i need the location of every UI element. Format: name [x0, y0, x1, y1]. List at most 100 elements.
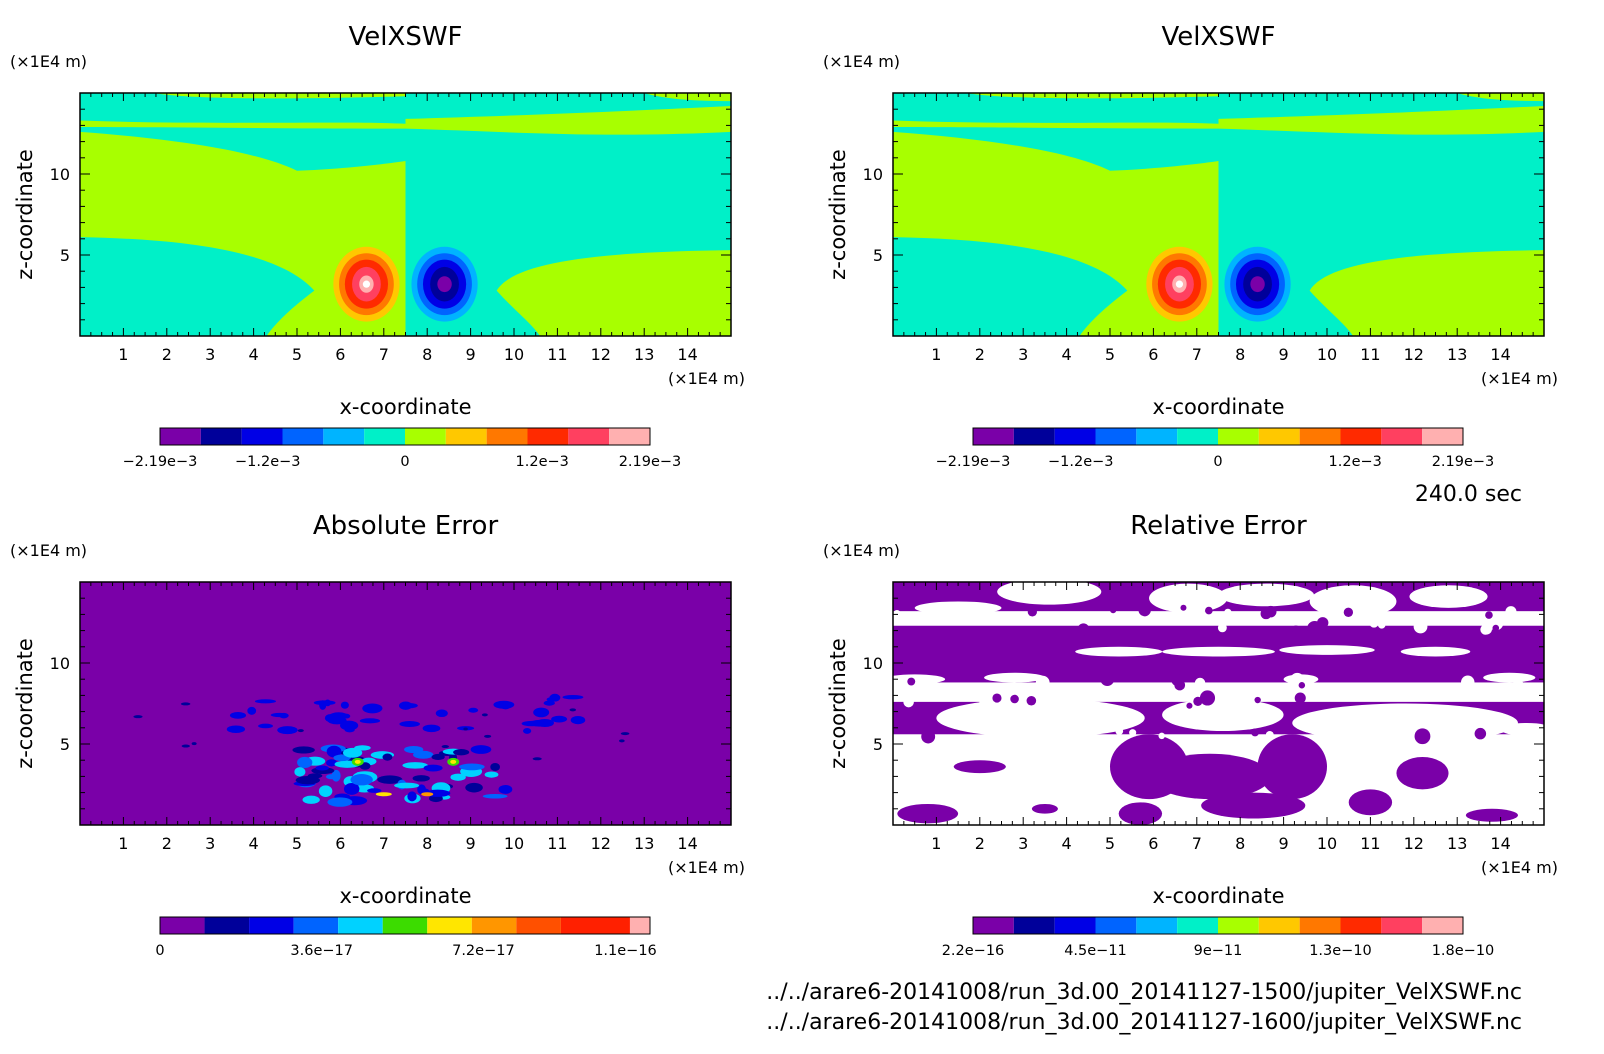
error-blob	[326, 745, 342, 758]
error-blob	[569, 708, 577, 712]
colorbar-swatch	[1095, 917, 1137, 934]
relative-error-edge	[1027, 607, 1037, 617]
relative-error-edge	[1062, 731, 1072, 741]
file-path-1: ../../arare6-20141008/run_3d.00_20141127…	[766, 980, 1522, 1005]
error-blob	[484, 734, 492, 738]
colorbar-swatch	[1054, 428, 1096, 445]
x-tick-label: 6	[335, 345, 345, 364]
x-axis-label: x-coordinate	[339, 395, 471, 419]
negative-vortex-contour	[1250, 276, 1265, 293]
relative-error-edge	[1129, 729, 1137, 737]
relative-error-edge	[1110, 607, 1117, 614]
y-tick-label: 5	[60, 246, 70, 265]
colorbar-swatch	[1218, 428, 1259, 445]
colorbar-swatch	[560, 917, 630, 934]
x-tick-label: 4	[249, 834, 259, 853]
colorbar-swatch	[973, 917, 1014, 934]
error-blob	[294, 767, 306, 777]
error-blob	[343, 783, 360, 795]
colorbar-tick-label: 1.1e−16	[594, 943, 657, 959]
relative-error-edge	[1485, 611, 1493, 619]
colorbar-swatch	[486, 428, 528, 445]
colorbar-swatch	[241, 428, 283, 445]
colorbar-tick-label: −2.19e−3	[936, 454, 1011, 470]
relative-error-edge	[1264, 605, 1277, 618]
error-blob	[342, 747, 363, 758]
relative-error-edge	[1194, 677, 1206, 689]
x-tick-label: 3	[1018, 834, 1028, 853]
colorbar-swatch	[338, 917, 383, 934]
error-blob	[532, 757, 542, 761]
error-blob	[459, 763, 485, 771]
colorbar: −2.19e−3 −1.2e−3 0 1.2e−3 2.19e−3	[936, 427, 1495, 470]
x-tick-label: 7	[379, 345, 389, 364]
x-tick-label: 2	[975, 345, 985, 364]
relative-error-edge	[918, 676, 929, 687]
relative-error-gap	[1162, 646, 1275, 657]
colorbar-tick-label: 9e−11	[1194, 943, 1243, 959]
error-blob	[465, 782, 483, 793]
colorbar-swatch	[1258, 917, 1300, 934]
error-blob	[362, 703, 383, 714]
contour-band	[80, 127, 406, 171]
contour-band	[405, 105, 731, 135]
y-axis-label: z-coordinate	[826, 149, 850, 280]
error-blob	[463, 727, 468, 731]
colorbar-tick-label: −2.19e−3	[123, 454, 198, 470]
colorbar-tick-label: 0	[155, 943, 164, 959]
contour-field	[893, 582, 1544, 825]
x-tick-label: 2	[975, 834, 985, 853]
colorbar-tick-label: 2.19e−3	[1432, 454, 1495, 470]
relative-error-edge	[1100, 672, 1115, 687]
x-tick-label: 8	[1235, 345, 1245, 364]
colorbar-swatch	[160, 917, 205, 934]
colorbar-swatch	[1299, 428, 1341, 445]
error-blob	[423, 764, 443, 772]
contour-field	[80, 582, 731, 825]
x-tick-label: 4	[249, 345, 259, 364]
error-blob	[302, 795, 320, 804]
x-tick-label: 7	[1192, 345, 1202, 364]
relative-error-edge	[1013, 724, 1030, 740]
contour-field	[80, 93, 731, 336]
error-blob	[181, 744, 190, 748]
relative-error-edge	[1035, 675, 1050, 690]
error-blob	[254, 699, 277, 704]
error-blob	[180, 702, 191, 706]
x-tick-label: 9	[1279, 345, 1289, 364]
x-tick-label: 8	[422, 834, 432, 853]
colorbar-swatch	[568, 428, 610, 445]
x-tick-label: 4	[1062, 834, 1072, 853]
error-blob	[229, 711, 247, 719]
y-unit-label: (×1E4 m)	[10, 541, 87, 560]
error-blob	[191, 742, 197, 746]
error-blob	[319, 700, 327, 710]
x-unit-label: (×1E4 m)	[668, 369, 745, 388]
x-tick-label: 10	[1317, 345, 1337, 364]
error-blob	[297, 729, 304, 733]
colorbar-swatch	[471, 917, 517, 934]
plot-panel-4: Relative Error(×1E4 m)1 2 3 4 5 6 7 8 9 10 11 12 13 1…	[823, 511, 1558, 959]
error-blob	[315, 765, 329, 771]
relative-error-edge	[1205, 606, 1213, 615]
error-blob	[297, 756, 313, 769]
error-blob	[340, 701, 349, 709]
error-blob	[277, 726, 298, 735]
error-blob	[342, 713, 351, 719]
relative-error-edge	[1083, 696, 1092, 706]
error-blob	[412, 750, 434, 759]
error-blob	[327, 716, 347, 725]
plot-title: Absolute Error	[313, 511, 499, 541]
relative-error-edge	[1026, 695, 1037, 706]
relative-error-gap	[1292, 703, 1518, 743]
error-blob	[422, 724, 441, 733]
error-blob	[258, 723, 273, 729]
x-tick-label: 11	[1360, 345, 1380, 364]
error-blob	[270, 712, 289, 718]
y-tick-label: 10	[863, 165, 883, 184]
colorbar-swatch	[200, 428, 242, 445]
file-path-2: ../../arare6-20141008/run_3d.00_20141127…	[766, 1010, 1522, 1035]
relative-error-edge	[1180, 604, 1187, 611]
error-blob	[382, 753, 393, 761]
colorbar-tick-label: 0	[1213, 454, 1222, 470]
